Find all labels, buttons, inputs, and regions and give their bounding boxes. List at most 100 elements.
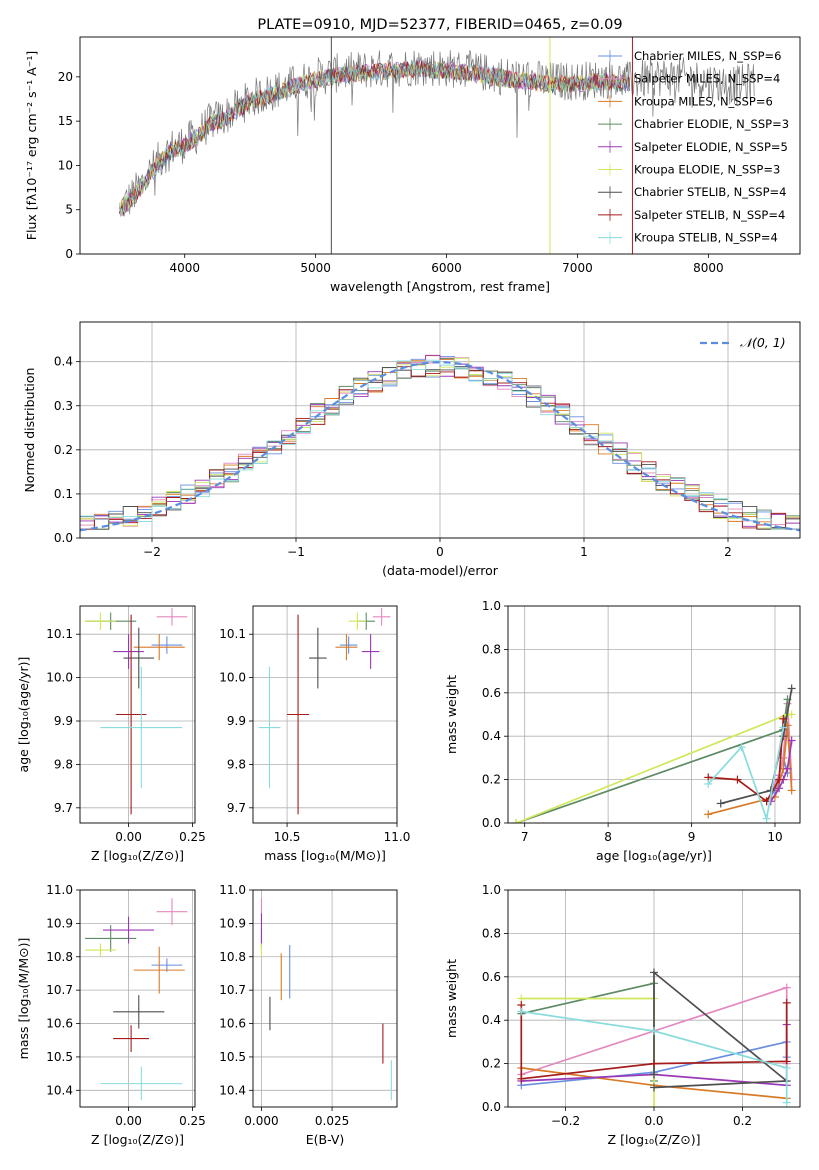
- y-tick-label: 0.1: [54, 487, 73, 501]
- plot-frame: [79, 321, 801, 539]
- legend-entry: Salpeter MILES, N_SSP=4: [634, 72, 780, 86]
- y-tick-label: 9.7: [54, 801, 73, 815]
- weight-line-kroupa-elodie: [515, 713, 792, 823]
- errorbar-chabrier-miles: [151, 636, 183, 654]
- y-tick-label: 9.9: [227, 714, 246, 728]
- model-spectrum-kroupa-stelib: [118, 60, 631, 217]
- y-tick-label: 20: [58, 70, 73, 84]
- weight-marker: [650, 968, 658, 977]
- y-tick-label: 5: [65, 203, 73, 217]
- y-tick-label: 0.4: [54, 355, 73, 369]
- errorbar-chabrier-miles: [151, 958, 183, 972]
- weight-marker: [517, 1074, 526, 1083]
- weight-marker: [782, 1098, 791, 1107]
- chart-title: PLATE=0910, MJD=52377, FIBERID=0465, z=0…: [257, 17, 622, 33]
- x-tick-label: 10: [767, 830, 782, 844]
- plot-frame: [79, 889, 196, 1108]
- weight-marker: [782, 1063, 791, 1072]
- y-tick-label: 0.8: [482, 642, 501, 656]
- weight-line-kroupa-stelib: [521, 1010, 788, 1103]
- errorbar-salpeter-miles: [156, 898, 188, 926]
- weight-line-kroupa-stelib: [707, 727, 785, 823]
- weight-marker: [650, 1027, 658, 1036]
- y-tick-label: 10.4: [219, 1083, 246, 1097]
- y-axis-label: Normed distribution: [22, 368, 37, 493]
- errorbar-chabrier-stelib: [309, 627, 327, 689]
- axes-mass_weight_vs_age: 7 8 9 10 0.0 0.2 0.4 0.6 0.8 1.0 age [log₁₀(age/yr…: [444, 599, 800, 863]
- x-tick-label: 0.00: [115, 830, 142, 844]
- y-tick-label: 0.2: [54, 443, 73, 457]
- weight-marker: [704, 810, 713, 819]
- weight-marker: [787, 786, 796, 795]
- legend-entry: Kroupa MILES, N_SSP=6: [634, 94, 773, 108]
- histogram-chabrier-stelib: [80, 366, 800, 530]
- y-tick-label: 11.0: [46, 883, 73, 897]
- y-tick-label: 10.1: [219, 627, 246, 641]
- y-tick-label: 10.6: [46, 1017, 73, 1031]
- histogram-salpeter-stelib: [80, 366, 800, 530]
- x-tick-label: 0.00: [115, 1114, 142, 1128]
- legend-entry: Kroupa STELIB, N_SSP=4: [634, 231, 778, 245]
- y-tick-label: 1.0: [482, 599, 501, 613]
- errorbar-salpeter-elodie: [103, 916, 155, 944]
- plot-area-mass_vs_ebv: [260, 898, 392, 1101]
- errorbar-kroupa-elodie: [348, 612, 367, 630]
- weight-marker: [716, 799, 725, 808]
- x-tick-label: 0.2: [733, 1114, 752, 1128]
- errorbar-kroupa-elodie: [85, 943, 116, 957]
- plot-frame: [507, 889, 801, 1108]
- x-tick-label: 2: [724, 545, 732, 559]
- x-axis-label: age [log₁₀(age/yr)]: [596, 848, 712, 863]
- plot-frame: [79, 605, 196, 824]
- errorbar-salpeter-elodie: [361, 634, 380, 669]
- y-tick-label: 10.7: [219, 983, 246, 997]
- errorbar-salpeter-stelib: [287, 614, 310, 815]
- plot-frame: [252, 605, 398, 824]
- errorbar-kroupa-miles: [133, 946, 185, 994]
- weight-marker: [704, 779, 713, 788]
- weight-marker: [779, 723, 788, 732]
- x-tick-label: −1: [287, 545, 305, 559]
- weight-marker: [762, 814, 771, 823]
- weight-marker: [775, 784, 784, 793]
- normal-reference-curve: [80, 360, 800, 532]
- plot-area-mass_weight_vs_age: [512, 684, 796, 823]
- x-tick-label: 6000: [431, 261, 462, 275]
- y-tick-label: 0.6: [482, 686, 501, 700]
- x-tick-label: 7: [521, 830, 529, 844]
- y-tick-label: 10.0: [46, 671, 73, 685]
- y-axis-label: mass weight: [444, 959, 459, 1038]
- x-tick-label: 0.25: [179, 1114, 206, 1128]
- errorbar-kroupa-stelib: [258, 666, 281, 789]
- y-tick-label: 0.6: [482, 970, 501, 984]
- errorbar-chabrier-elodie: [85, 925, 137, 952]
- x-axis-label: E(B-V): [306, 1132, 345, 1147]
- legend-entry: Chabrier MILES, N_SSP=6: [634, 49, 781, 63]
- y-tick-label: 15: [58, 114, 73, 128]
- legend-entry: Salpeter STELIB, N_SSP=4: [634, 208, 785, 222]
- x-tick-label: 8: [604, 830, 612, 844]
- y-tick-label: 10.0: [219, 671, 246, 685]
- errorbar-kroupa-miles: [335, 634, 358, 661]
- x-tick-label: −2: [143, 545, 161, 559]
- y-axis-label: mass weight: [444, 675, 459, 754]
- legend-entry: Chabrier STELIB, N_SSP=4: [634, 185, 786, 199]
- errorbar-kroupa-miles: [133, 634, 185, 661]
- y-axis-label: Flux [fλ10⁻¹⁷ erg cm⁻² s⁻¹ A⁻¹]: [24, 51, 39, 240]
- y-tick-label: 11.0: [219, 883, 246, 897]
- errorbar-kroupa-elodie: [85, 612, 116, 630]
- axes-mass_vs_Z: 0.00 0.25 10.4 10.5 10.6 10.7 10.8 10.9 11.0 Z [l…: [16, 883, 206, 1147]
- weight-marker: [783, 764, 792, 773]
- weight-marker: [787, 710, 796, 719]
- y-tick-label: 10.5: [46, 1050, 73, 1064]
- legend-entry: Salpeter ELODIE, N_SSP=5: [634, 140, 788, 154]
- y-tick-label: 10.8: [219, 950, 246, 964]
- x-axis-label: Z [log₁₀(Z/Z⊙)]: [91, 1132, 184, 1147]
- residual-legend: 𝒩(0, 1): [700, 335, 786, 350]
- x-tick-label: 0: [436, 545, 444, 559]
- axes-age_vs_mass: 10.5 11.0 9.7 9.8 9.9 10.0 10.1 mass [log₁₀(M/M…: [219, 606, 410, 863]
- legend: Chabrier MILES, N_SSP=6 Salpeter MILES, N…: [598, 49, 789, 245]
- legend-entry: Kroupa ELODIE, N_SSP=3: [634, 163, 780, 177]
- plot-area-age_vs_mass: [258, 608, 391, 815]
